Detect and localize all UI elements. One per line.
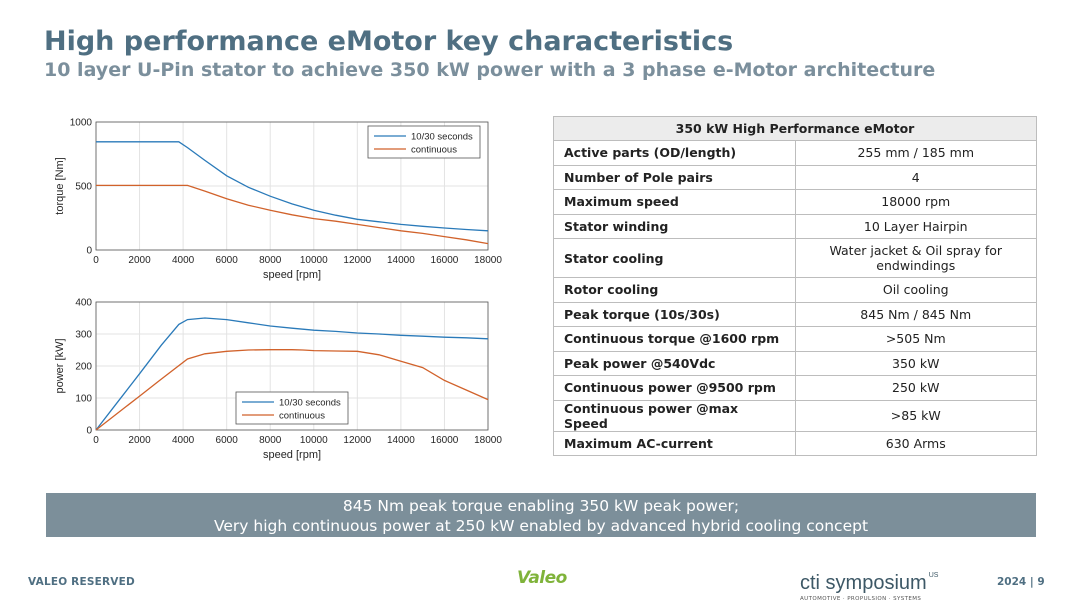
y-axis-label: torque [Nm] <box>54 157 66 214</box>
table-row: Stator winding 10 Layer Hairpin <box>553 213 1037 239</box>
x-tick-label: 16000 <box>431 435 459 446</box>
y-tick-label: 0 <box>86 246 92 257</box>
x-tick-label: 16000 <box>431 255 459 266</box>
y-tick-label: 300 <box>75 330 92 341</box>
x-tick-label: 14000 <box>387 255 415 266</box>
x-tick-label: 4000 <box>172 255 195 266</box>
x-tick-label: 12000 <box>343 255 371 266</box>
torque-speed-chart: 0 2000 4000 6000 8000 10000 12000 14000 16000 180… <box>54 118 502 282</box>
value-cell: 10 Layer Hairpin <box>794 213 1037 239</box>
value-cell: >505 Nm <box>794 326 1037 352</box>
param-cell: Continuous power @max Speed <box>553 399 796 432</box>
plot-frame <box>95 301 489 431</box>
separator: | <box>1029 576 1034 588</box>
param-cell: Continuous torque @1600 rpm <box>553 326 796 352</box>
table-row: Active parts (OD/length) 255 mm / 185 mm <box>553 140 1037 166</box>
value-cell: 630 Arms <box>794 430 1037 456</box>
spec-table: 350 kW High Performance eMotor Active pa… <box>553 116 1037 456</box>
param-cell: Continuous power @9500 rpm <box>553 375 796 401</box>
banner-line-1: 845 Nm peak torque enabling 350 kW peak … <box>342 497 740 515</box>
valeo-logo: Valeo <box>517 568 567 588</box>
x-tick-label: 12000 <box>343 435 371 446</box>
series-line <box>96 184 489 245</box>
value-cell: 350 kW <box>794 350 1037 376</box>
param-cell: Peak torque (10s/30s) <box>553 301 796 327</box>
year: 2024 <box>997 576 1027 588</box>
x-tick-label: 6000 <box>216 435 239 446</box>
legend-label: continuous <box>279 411 325 422</box>
x-tick-label: 10000 <box>300 255 328 266</box>
page-title: High performance eMotor key characterist… <box>44 26 734 57</box>
legend-label: 10/30 seconds <box>279 398 341 409</box>
table-row: Maximum AC-current 630 Arms <box>553 430 1037 456</box>
legend-box <box>367 125 481 159</box>
x-tick-label: 0 <box>93 255 99 266</box>
param-cell: Stator winding <box>553 213 796 239</box>
table-row: Peak torque (10s/30s) 845 Nm / 845 Nm <box>553 301 1037 327</box>
y-tick-label: 400 <box>75 298 92 309</box>
param-cell: Maximum speed <box>553 189 796 215</box>
x-axis-label: speed [rpm] <box>263 269 321 281</box>
x-tick-label: 18000 <box>474 255 502 266</box>
cti-tagline: AUTOMOTIVE · PROPULSION · SYSTEMS <box>800 596 922 602</box>
param-cell: Peak power @540Vdc <box>553 350 796 376</box>
x-tick-label: 8000 <box>259 255 282 266</box>
y-tick-label: 500 <box>75 182 92 193</box>
table-header: 350 kW High Performance eMotor <box>553 116 1037 141</box>
y-axis-label: power [kW] <box>54 338 66 393</box>
value-cell: Water jacket & Oil spray for endwindings <box>794 238 1037 278</box>
table-row: Peak power @540Vdc 350 kW <box>553 350 1037 376</box>
x-tick-label: 0 <box>93 435 99 446</box>
power-speed-chart: 0 2000 4000 6000 8000 10000 12000 14000 16000 180… <box>54 298 502 462</box>
value-cell: >85 kW <box>794 399 1037 432</box>
value-cell: 255 mm / 185 mm <box>794 140 1037 166</box>
legend-label: 10/30 seconds <box>411 132 473 143</box>
legend-label: continuous <box>411 145 457 156</box>
value-cell: 845 Nm / 845 Nm <box>794 301 1037 327</box>
x-axis-label: speed [rpm] <box>263 449 321 461</box>
confidentiality-label: VALEO RESERVED <box>28 576 135 588</box>
summary-banner: 845 Nm peak torque enabling 350 kW peak … <box>46 493 1036 537</box>
cti-superscript: US <box>928 572 939 579</box>
cti-symposium-logo: cti symposium US AUTOMOTIVE · PROPULSION … <box>800 566 960 602</box>
y-tick-label: 200 <box>75 362 92 373</box>
x-tick-label: 6000 <box>216 255 239 266</box>
table-row: Continuous power @max Speed >85 kW <box>553 399 1037 432</box>
banner-line-2: Very high continuous power at 250 kW ena… <box>213 517 869 535</box>
x-tick-label: 2000 <box>128 255 151 266</box>
x-tick-label: 10000 <box>300 435 328 446</box>
x-tick-label: 14000 <box>387 435 415 446</box>
x-tick-label: 8000 <box>259 435 282 446</box>
value-cell: 4 <box>794 164 1037 190</box>
y-tick-label: 0 <box>86 426 92 437</box>
table-row: Maximum speed 18000 rpm <box>553 189 1037 215</box>
series-line <box>95 349 489 431</box>
table-row: Continuous power @9500 rpm 250 kW <box>553 375 1037 401</box>
table-row: Continuous torque @1600 rpm >505 Nm <box>553 326 1037 352</box>
cti-name: cti symposium <box>800 572 927 594</box>
x-tick-label: 2000 <box>128 435 151 446</box>
x-tick-label: 18000 <box>474 435 502 446</box>
param-cell: Stator cooling <box>553 238 796 278</box>
param-cell: Rotor cooling <box>553 277 796 303</box>
legend-box <box>235 391 349 425</box>
param-cell: Active parts (OD/length) <box>553 140 796 166</box>
page-number: 9 <box>1037 576 1045 588</box>
y-tick-label: 100 <box>75 394 92 405</box>
table-row: Rotor cooling Oil cooling <box>553 277 1037 303</box>
x-tick-label: 4000 <box>172 435 195 446</box>
series-line <box>96 141 489 232</box>
page-subtitle: 10 layer U-Pin stator to achieve 350 kW … <box>44 59 936 81</box>
table-row: Stator cooling Water jacket & Oil spray f… <box>553 238 1037 278</box>
series-line <box>95 317 489 431</box>
param-cell: Maximum AC-current <box>553 430 796 456</box>
y-tick-label: 1000 <box>70 118 93 129</box>
value-cell: Oil cooling <box>794 277 1037 303</box>
value-cell: 18000 rpm <box>794 189 1037 215</box>
table-row: Number of Pole pairs 4 <box>553 164 1037 190</box>
page-info: 2024 | 9 <box>997 576 1045 588</box>
param-cell: Number of Pole pairs <box>553 164 796 190</box>
value-cell: 250 kW <box>794 375 1037 401</box>
